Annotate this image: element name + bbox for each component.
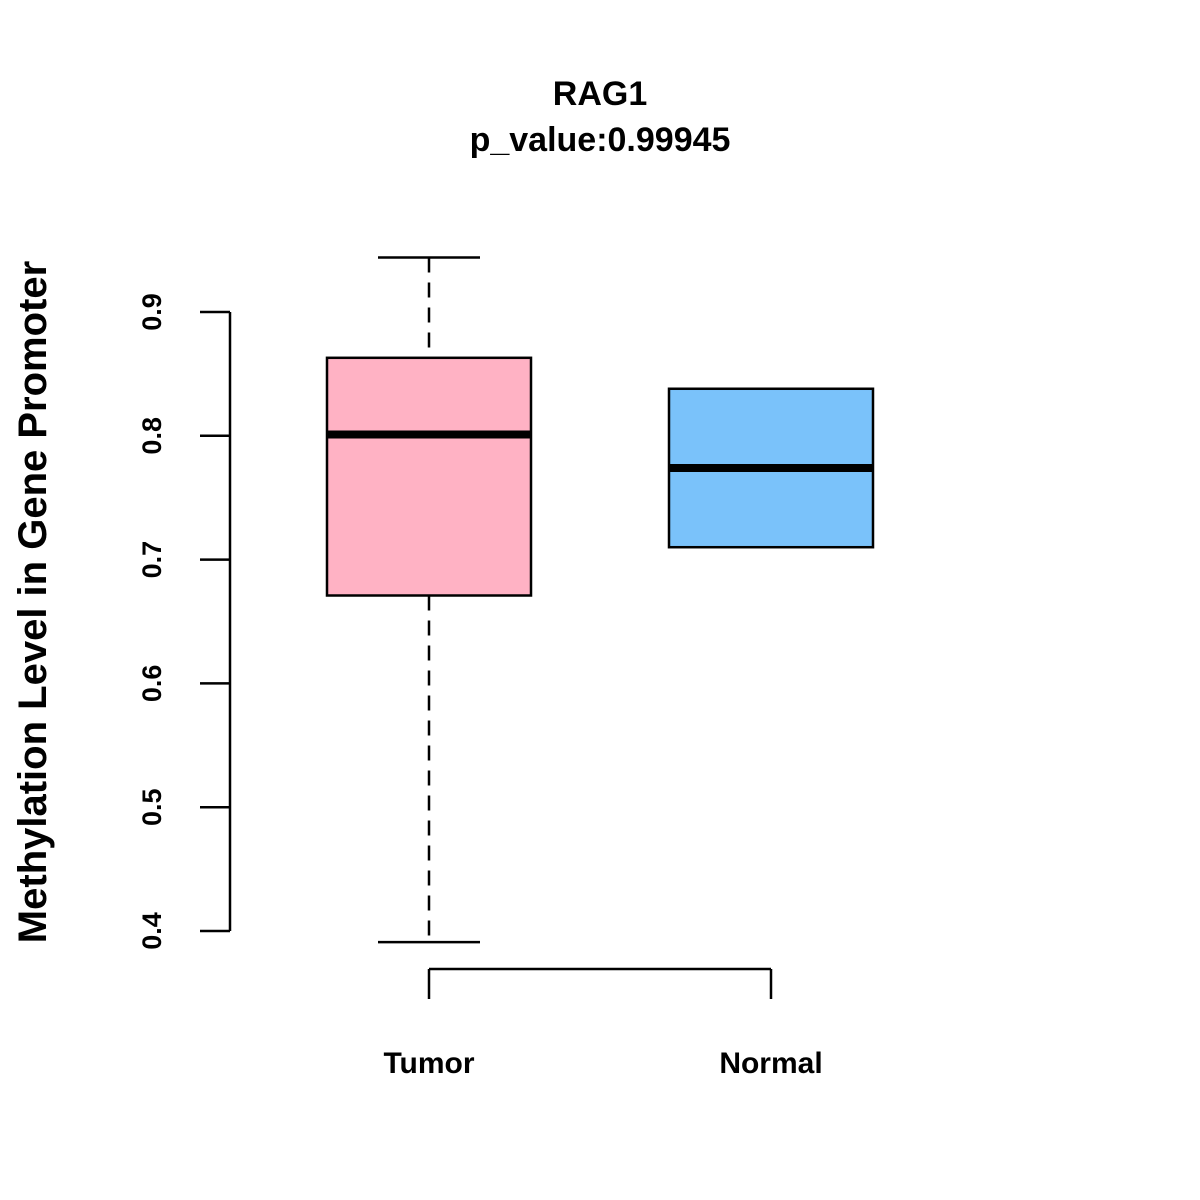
y-axis: 0.4 0.5 0.6 0.7 0.8 0.9 <box>137 293 232 950</box>
y-tick-label: 0.4 <box>137 912 167 950</box>
x-axis: Tumor Normal <box>383 967 823 1080</box>
box-tumor <box>325 256 533 944</box>
box-iqr <box>325 356 533 597</box>
chart-title: RAG1 <box>553 75 647 113</box>
x-tick-label-tumor: Tumor <box>383 1047 474 1080</box>
y-tick-label: 0.6 <box>137 665 167 703</box>
y-tick-label: 0.7 <box>137 541 167 579</box>
x-tick-label-normal: Normal <box>719 1047 822 1080</box>
y-tick-label: 0.9 <box>137 293 167 331</box>
boxes-group <box>325 256 875 944</box>
box-normal <box>667 387 875 549</box>
y-tick-label: 0.5 <box>137 788 167 826</box>
y-axis-label: Methylation Level in Gene Promoter <box>11 261 55 943</box>
y-tick-label: 0.8 <box>137 417 167 455</box>
chart-subtitle: p_value:0.99945 <box>470 121 731 159</box>
